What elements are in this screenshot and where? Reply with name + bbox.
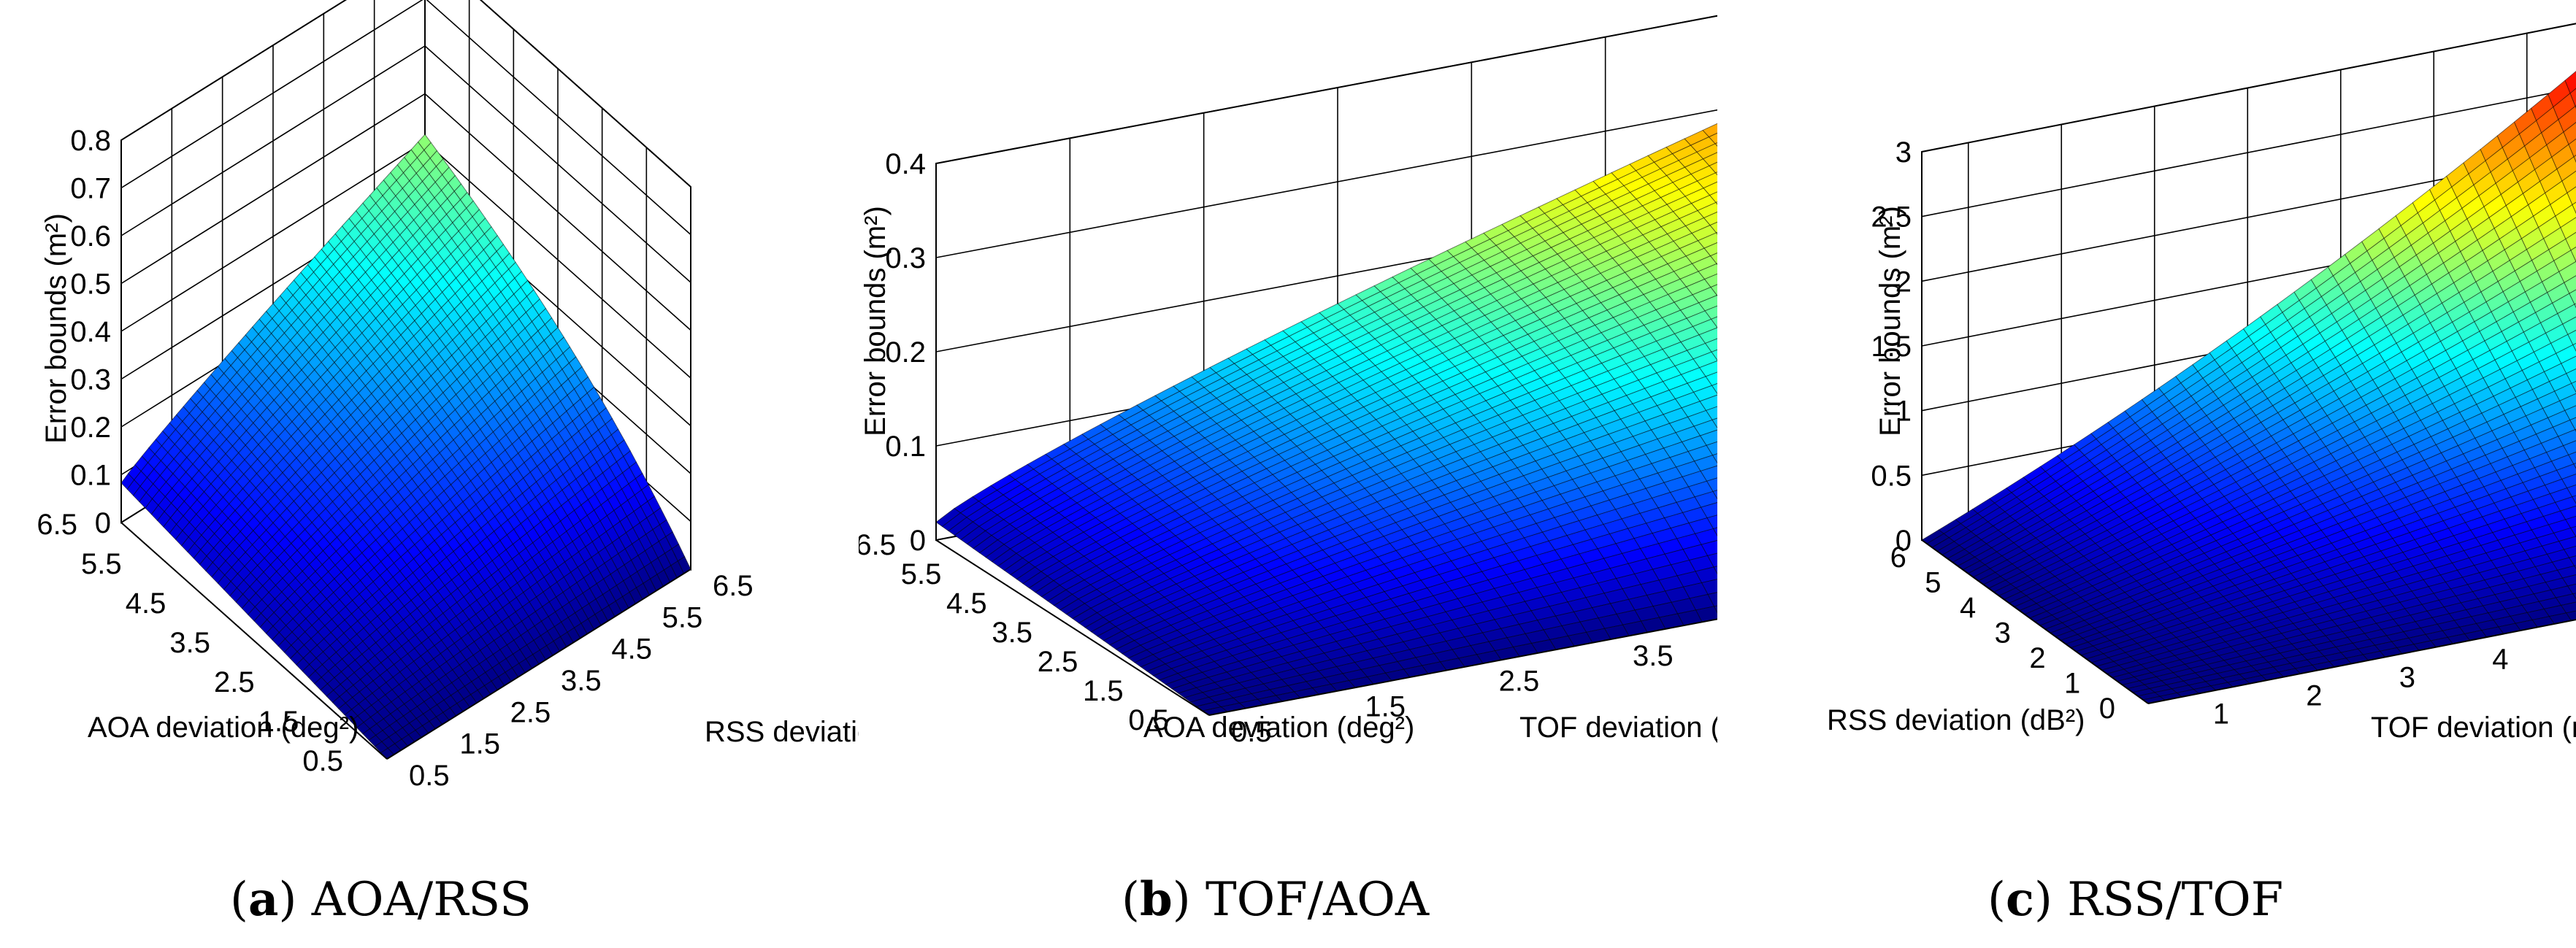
z-gridline bbox=[1921, 152, 2576, 282]
panel-a: 0 0.1 0.2 0.3 0.4 0.5 0.6 0.7 0.8 0.5 1.5 2.5 3.5 4.5… bbox=[0, 0, 859, 948]
y-axis-line bbox=[386, 569, 691, 760]
z-gridline bbox=[1921, 88, 2576, 217]
caption-b-paren-close: ) bbox=[1172, 873, 1191, 927]
x-tick-label: 6.5 bbox=[37, 509, 77, 541]
surface-plot-tof-aoa: 00.10.20.30.40.51.52.53.54.55.56.50.51.5… bbox=[859, 15, 1717, 748]
x-tick-label: 3.5 bbox=[169, 627, 210, 659]
x-axis-title: AOA deviation (deg²) bbox=[1143, 712, 1414, 744]
surface-plot-rss-tof: 00.511.522.53012345612345678Error bounds… bbox=[1827, 23, 2576, 744]
y-axis-title: RSS deviation (dB²) bbox=[705, 716, 859, 748]
y-tick-label: 0.5 bbox=[1231, 716, 1272, 748]
caption-a-letter: a bbox=[248, 872, 279, 927]
z-tick-label: 0.3 bbox=[885, 242, 926, 274]
y-tick-label: 0.5 bbox=[409, 760, 450, 792]
x-tick-label: 1.5 bbox=[258, 706, 299, 738]
x-axis-title: AOA deviation (deg²) bbox=[88, 712, 359, 744]
x-tick-label: 0.5 bbox=[1128, 704, 1169, 736]
z-tick-label: 0.5 bbox=[70, 269, 111, 301]
z-tick-label: 0 bbox=[910, 525, 926, 557]
x-tick-label: 3.5 bbox=[992, 617, 1032, 649]
caption-a-text: AOA/RSS bbox=[311, 873, 532, 927]
z-tick-label: 0 bbox=[95, 507, 111, 539]
panel-c: 00.511.522.53012345612345678Error bounds… bbox=[1717, 0, 2576, 948]
caption-a: (a) AOA/RSS bbox=[230, 872, 532, 927]
y-tick-label: 1.5 bbox=[1365, 690, 1406, 722]
z-tick-label: 0.3 bbox=[70, 364, 111, 396]
surface-mesh bbox=[935, 123, 1717, 716]
axis-lines bbox=[120, 140, 691, 760]
y-tick-label: 1.5 bbox=[459, 728, 500, 760]
x-tick-label: 4.5 bbox=[126, 587, 166, 620]
x-tick-label: 5.5 bbox=[81, 548, 122, 580]
x-tick-label: 0.5 bbox=[302, 745, 343, 777]
caption-a-paren-close: ) bbox=[278, 873, 297, 927]
z-tick-label: 0.4 bbox=[885, 148, 926, 180]
surface-mesh bbox=[120, 134, 691, 760]
x-axis-line bbox=[935, 539, 1210, 716]
caption-a-paren-open: ( bbox=[230, 873, 248, 927]
x-tick-label: 5.5 bbox=[901, 558, 942, 590]
axis-lines bbox=[935, 163, 1717, 716]
z-tick-label: 0.8 bbox=[70, 125, 111, 157]
z-tick-label: 0.4 bbox=[70, 316, 111, 348]
z-axis-title: Error bounds (m²) bbox=[40, 213, 72, 444]
y-axis-title: TOF deviation (ns²) bbox=[1519, 712, 1717, 744]
y-tick-label: 5.5 bbox=[662, 601, 703, 633]
x-tick-label: 1.5 bbox=[1083, 675, 1124, 707]
caption-b-text: TOF/AOA bbox=[1205, 873, 1430, 927]
z-tick-label: 0.7 bbox=[70, 173, 111, 205]
z-tick-label: 0.6 bbox=[70, 220, 111, 253]
z-tick-label: 0.2 bbox=[885, 336, 926, 369]
x-tick-label: 6.5 bbox=[859, 529, 896, 561]
z-gridline bbox=[1921, 282, 2576, 412]
y-tick-label: 6.5 bbox=[713, 570, 754, 602]
caption-b: (b) TOF/AOA bbox=[1122, 872, 1429, 927]
z-tick-label: 0.2 bbox=[70, 412, 111, 444]
y-tick-label: 4.5 bbox=[611, 633, 652, 666]
y-tick-label: 2.5 bbox=[510, 696, 551, 728]
caption-b-letter: b bbox=[1139, 872, 1173, 927]
y-tick-label: 3.5 bbox=[561, 665, 602, 697]
z-axis-title: Error bounds (m²) bbox=[859, 206, 892, 436]
surface-mesh bbox=[1921, 70, 2576, 704]
x-tick-label: 2.5 bbox=[214, 666, 255, 698]
x-axis-line bbox=[120, 522, 388, 760]
z-gridline bbox=[1921, 217, 2576, 347]
y-tick-label: 3.5 bbox=[1633, 640, 1674, 672]
z-gridline bbox=[1921, 23, 2576, 153]
y-tick-label: 2.5 bbox=[1499, 666, 1540, 698]
caption-b-paren-open: ( bbox=[1122, 873, 1140, 927]
z-tick-label: 0.1 bbox=[70, 460, 111, 492]
y-axis-line bbox=[1208, 618, 1717, 716]
x-tick-label: 2.5 bbox=[1038, 646, 1078, 678]
panel-b: 0 0.1 0.2 0.3 0.4 0.5 1.5 2.5 3.5 4.5 5.5 6.5 0.5 1.5… bbox=[859, 0, 1717, 948]
x-tick-label: 4.5 bbox=[946, 587, 987, 620]
z-tick-label: 0.1 bbox=[885, 431, 926, 463]
surface-plot-aoa-rss: 00.10.20.30.40.50.60.70.80.51.52.53.54.5… bbox=[37, 0, 859, 792]
